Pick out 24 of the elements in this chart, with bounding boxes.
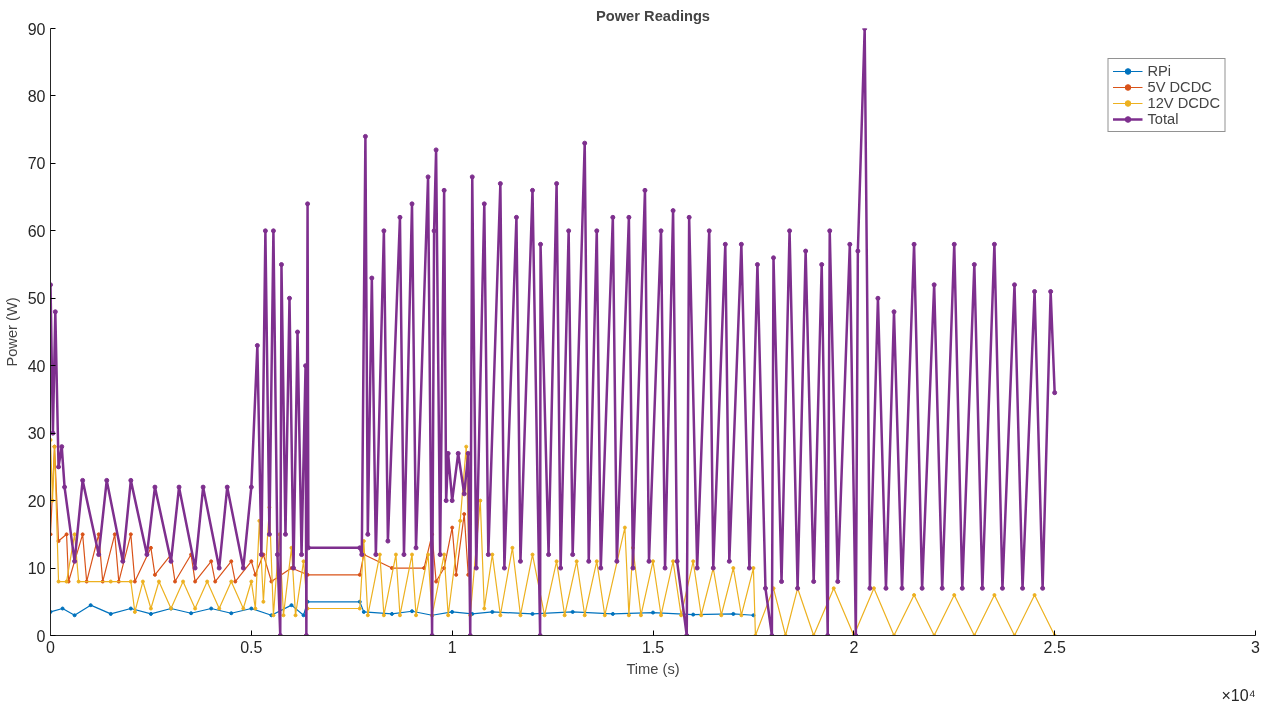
x-tick-label: 0.5: [240, 638, 263, 656]
chart-title: Power Readings: [595, 7, 711, 24]
y-tick-label: 20: [27, 492, 46, 510]
y-tick-label: 30: [27, 425, 46, 443]
text: ×10⁴: [1221, 686, 1256, 704]
y-tick-label: 40: [27, 357, 46, 375]
legend-label: RPi: [1147, 63, 1172, 79]
y-tick-label: 70: [27, 155, 46, 173]
legend-label: 12V DCDC: [1147, 95, 1220, 111]
legend-label: 5V DCDC: [1147, 79, 1212, 95]
y-tick-label: 50: [27, 290, 46, 308]
x-tick-label: 3: [1251, 638, 1261, 656]
x-tick-label: 2: [849, 638, 859, 656]
y-tick-label: 0: [36, 627, 46, 645]
y-axis-title: Power (W): [3, 297, 20, 367]
y-tick-label: 60: [27, 222, 46, 240]
x-tick-label: 1: [447, 638, 457, 656]
x-tick-label: 2.5: [1043, 638, 1066, 656]
y-tick-label: 90: [27, 20, 46, 38]
legend-label: Total: [1147, 111, 1179, 127]
y-tick-label: 80: [27, 87, 46, 105]
y-tick-label: 10: [27, 560, 46, 578]
x-axis-title: Time (s): [626, 660, 680, 677]
x-tick-label: 1.5: [641, 638, 665, 656]
